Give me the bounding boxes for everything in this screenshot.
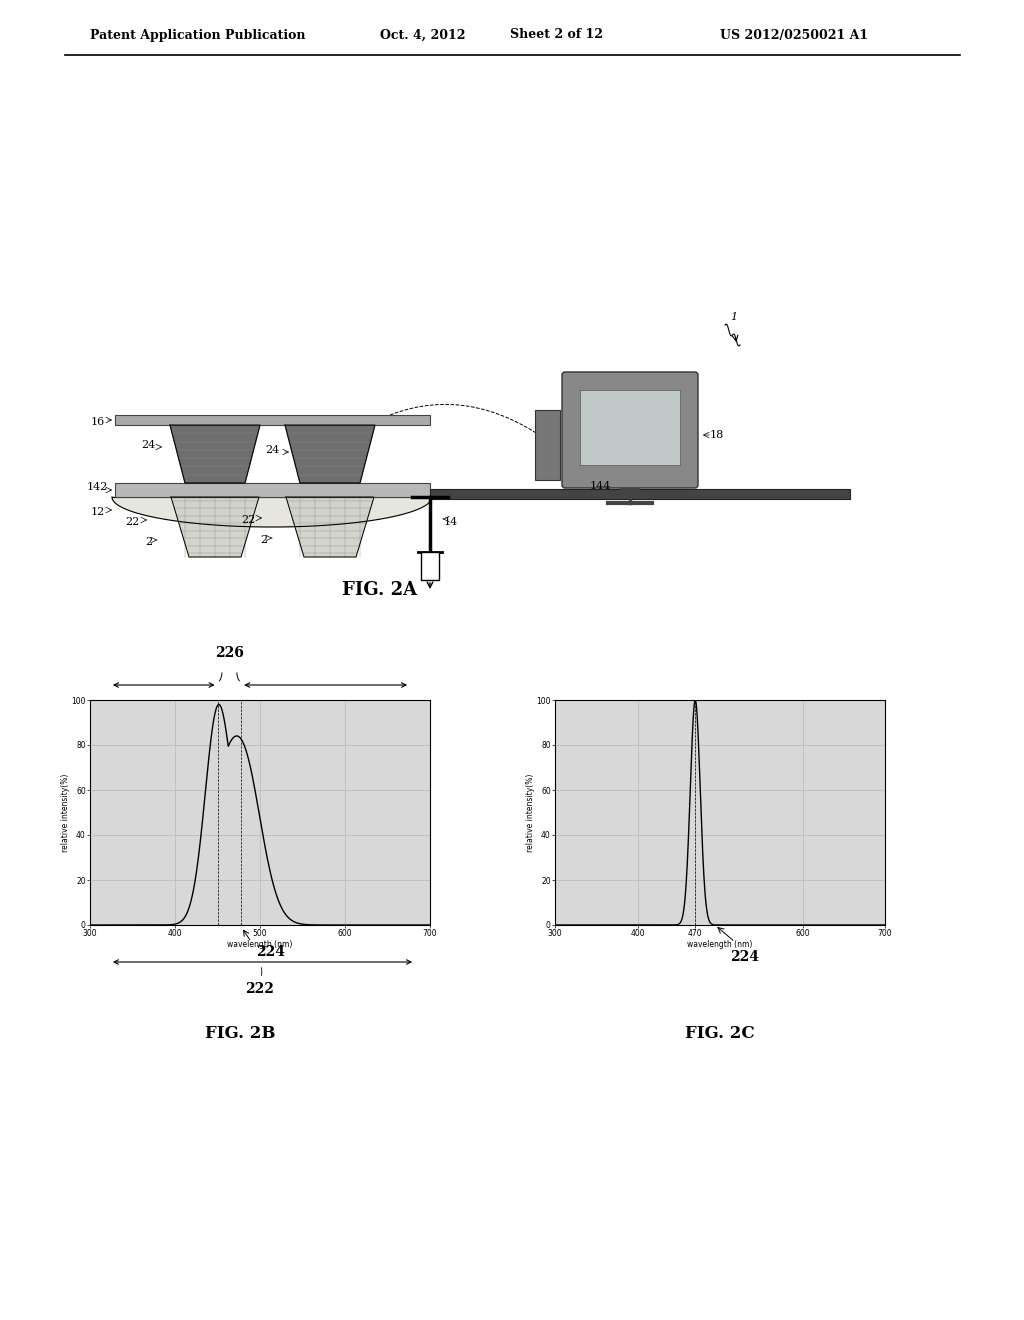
Text: 24: 24 [140, 440, 155, 450]
Text: 22: 22 [126, 517, 140, 527]
Text: 14: 14 [444, 517, 459, 527]
X-axis label: wavelength (nm): wavelength (nm) [227, 940, 293, 949]
Bar [115, 414, 430, 425]
Text: Oct. 4, 2012: Oct. 4, 2012 [380, 29, 466, 41]
Bar [430, 488, 850, 499]
Text: 12: 12 [91, 507, 105, 517]
Text: 144: 144 [590, 480, 611, 491]
Text: 222: 222 [246, 982, 274, 997]
Polygon shape [286, 498, 374, 557]
Text: FIG. 2B: FIG. 2B [205, 1026, 275, 1041]
Text: 2: 2 [144, 537, 152, 546]
X-axis label: wavelength (nm): wavelength (nm) [687, 940, 753, 949]
Text: FIG. 2C: FIG. 2C [685, 1026, 755, 1041]
Text: 22: 22 [241, 515, 255, 525]
Text: Sheet 2 of 12: Sheet 2 of 12 [510, 29, 603, 41]
Bar [115, 483, 430, 498]
Text: 2: 2 [260, 535, 267, 545]
Text: 226: 226 [215, 645, 244, 660]
Text: Patent Application Publication: Patent Application Publication [90, 29, 305, 41]
Text: 18: 18 [710, 430, 724, 440]
Polygon shape [285, 425, 375, 483]
Text: 142: 142 [87, 482, 108, 492]
Polygon shape [112, 498, 432, 527]
Text: 1: 1 [730, 312, 737, 322]
Text: 24: 24 [266, 445, 280, 455]
Bar [421, 552, 439, 579]
Polygon shape [171, 498, 259, 557]
Text: 224: 224 [256, 945, 286, 960]
Bar [580, 389, 680, 465]
Text: 16: 16 [91, 417, 105, 426]
Text: US 2012/0250021 A1: US 2012/0250021 A1 [720, 29, 868, 41]
Polygon shape [170, 425, 260, 483]
FancyBboxPatch shape [562, 372, 698, 488]
Bar [535, 411, 560, 480]
Text: FIG. 2A: FIG. 2A [342, 581, 418, 599]
Text: 224: 224 [730, 950, 760, 964]
Y-axis label: relative intensity(%): relative intensity(%) [61, 774, 70, 851]
Y-axis label: relative intensity(%): relative intensity(%) [526, 774, 535, 851]
